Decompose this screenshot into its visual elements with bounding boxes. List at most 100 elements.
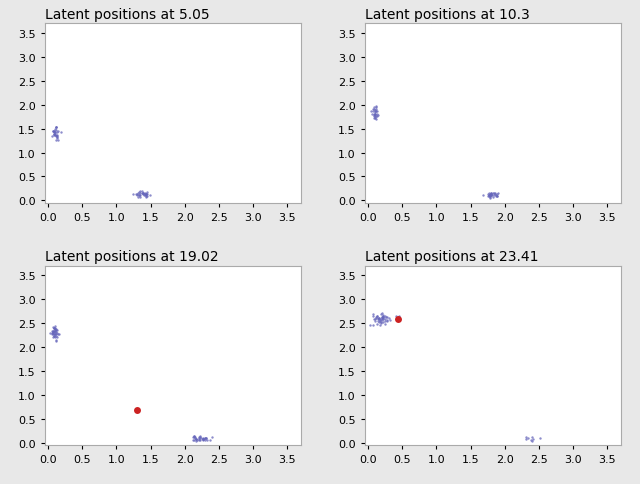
Point — [371, 116, 381, 123]
Point — [372, 110, 382, 118]
Point — [189, 436, 199, 444]
Point — [372, 313, 382, 321]
Point — [493, 190, 504, 197]
Point — [368, 321, 378, 329]
Point — [374, 315, 384, 322]
Point — [378, 316, 388, 323]
Point — [366, 108, 376, 116]
Point — [380, 320, 390, 328]
Point — [478, 191, 488, 199]
Point — [372, 113, 382, 121]
Point — [56, 129, 66, 136]
Point — [485, 194, 495, 201]
Point — [51, 124, 61, 132]
Point — [190, 435, 200, 442]
Point — [189, 433, 199, 440]
Point — [374, 318, 384, 326]
Point — [50, 328, 60, 336]
Point — [491, 193, 501, 200]
Point — [378, 312, 388, 319]
Point — [50, 330, 60, 338]
Point — [394, 312, 404, 320]
Point — [534, 434, 545, 442]
Point — [483, 191, 493, 199]
Point — [195, 432, 205, 440]
Point — [376, 316, 386, 323]
Point — [367, 111, 377, 119]
Point — [51, 136, 61, 144]
Point — [365, 321, 375, 329]
Point — [134, 188, 144, 196]
Point — [371, 106, 381, 114]
Point — [201, 434, 211, 442]
Point — [370, 107, 380, 115]
Point — [490, 191, 500, 199]
Point — [492, 193, 502, 200]
Point — [48, 328, 58, 336]
Point — [484, 192, 495, 199]
Point — [47, 331, 58, 338]
Point — [49, 324, 59, 332]
Point — [49, 331, 60, 338]
Point — [51, 328, 61, 335]
Point — [134, 192, 145, 199]
Point — [198, 435, 208, 443]
Text: Latent positions at 10.3: Latent positions at 10.3 — [365, 8, 529, 22]
Point — [372, 111, 383, 119]
Point — [50, 132, 60, 139]
Point — [52, 132, 62, 140]
Point — [49, 325, 59, 333]
Point — [490, 191, 500, 198]
Point — [371, 104, 381, 111]
Point — [49, 131, 60, 139]
Point — [49, 325, 60, 333]
Point — [51, 332, 61, 340]
Point — [49, 332, 60, 340]
Point — [134, 194, 145, 201]
Point — [372, 318, 383, 326]
Point — [381, 314, 392, 321]
Point — [198, 436, 208, 443]
Point — [484, 192, 495, 200]
Point — [49, 129, 59, 136]
Point — [368, 106, 378, 114]
Point — [52, 331, 63, 338]
Point — [488, 194, 499, 201]
Point — [52, 334, 62, 342]
Point — [375, 317, 385, 325]
Point — [191, 435, 201, 443]
Point — [377, 314, 387, 321]
Point — [132, 192, 143, 199]
Point — [51, 329, 61, 337]
Point — [486, 191, 497, 198]
Point — [371, 108, 381, 116]
Point — [376, 310, 387, 318]
Point — [51, 132, 61, 140]
Point — [191, 435, 202, 443]
Point — [49, 332, 59, 340]
Point — [51, 127, 61, 135]
Point — [485, 194, 495, 202]
Point — [192, 436, 202, 443]
Point — [198, 436, 208, 444]
Point — [483, 193, 493, 200]
Point — [198, 435, 208, 443]
Point — [484, 192, 494, 199]
Point — [133, 190, 143, 197]
Point — [378, 313, 388, 321]
Point — [140, 190, 150, 197]
Point — [527, 433, 538, 441]
Text: Latent positions at 19.02: Latent positions at 19.02 — [45, 250, 218, 264]
Point — [489, 190, 499, 197]
Point — [369, 111, 380, 119]
Point — [372, 321, 383, 329]
Point — [45, 330, 55, 337]
Point — [484, 191, 495, 199]
Point — [369, 106, 380, 113]
Point — [133, 192, 143, 200]
Point — [369, 316, 379, 324]
Point — [376, 314, 387, 322]
Point — [369, 110, 380, 118]
Point — [48, 128, 58, 136]
Point — [50, 125, 60, 133]
